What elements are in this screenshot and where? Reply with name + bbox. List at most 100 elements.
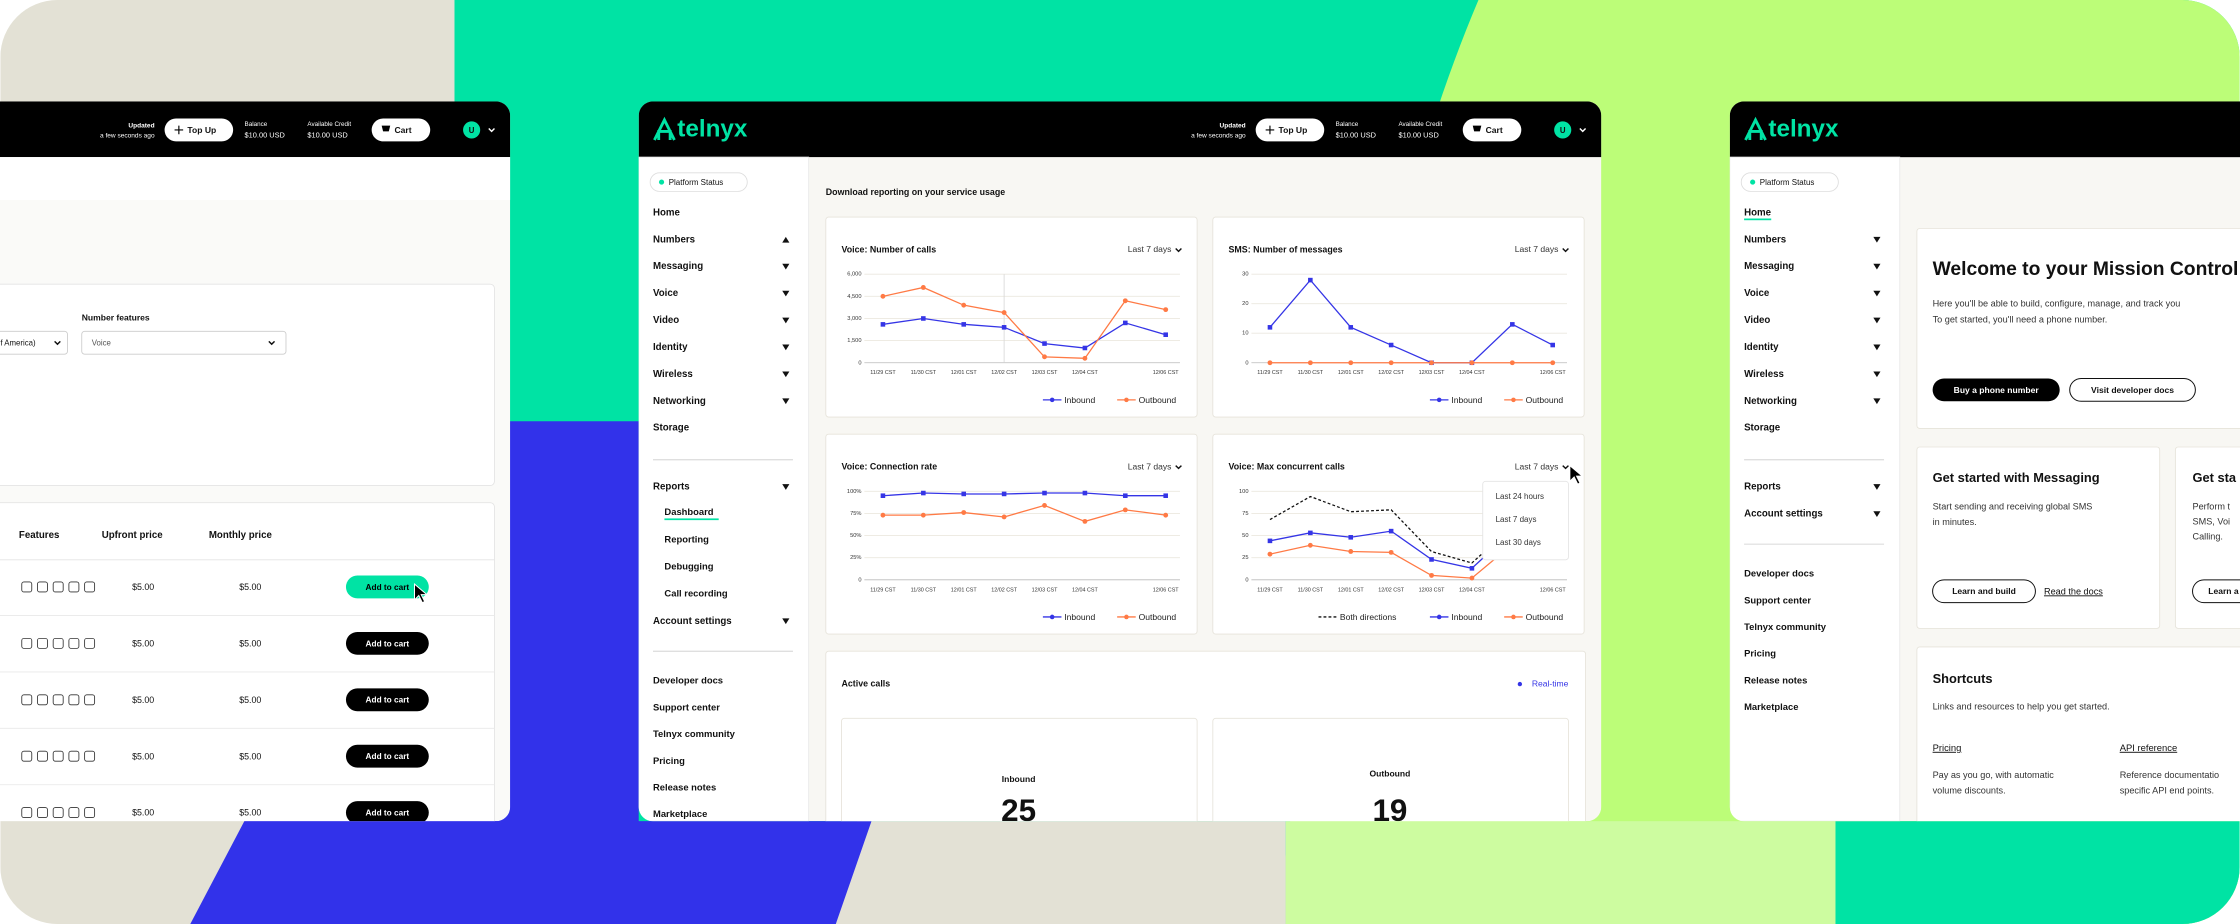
- menu-item[interactable]: Home: [653, 207, 681, 218]
- point-marker: [1348, 549, 1354, 554]
- range-option[interactable]: Last 24 hours: [1496, 492, 1544, 501]
- credit-label: Available Credit: [307, 121, 351, 128]
- link-item[interactable]: Release notes: [653, 782, 716, 793]
- cart-button[interactable]: [371, 118, 431, 142]
- point-marker: [1307, 360, 1313, 366]
- x-tick-label: 11/30 CST: [911, 587, 937, 593]
- point-marker: [1163, 493, 1168, 498]
- shortcut-link[interactable]: Pricing: [1933, 742, 1962, 753]
- submenu-item[interactable]: Dashboard: [664, 506, 713, 517]
- add-to-cart-button[interactable]: [345, 575, 429, 599]
- y-tick-label: 6,000: [847, 272, 861, 278]
- avatar[interactable]: [1554, 121, 1572, 139]
- add-to-cart-button[interactable]: [345, 631, 429, 655]
- menu-item[interactable]: Voice: [1744, 288, 1770, 299]
- results-card: [0, 502, 495, 822]
- link-item[interactable]: Telnyx community: [653, 728, 736, 739]
- feature-icon: [37, 637, 48, 649]
- status-pill[interactable]: [649, 172, 748, 192]
- link-item[interactable]: Telnyx community: [1744, 621, 1827, 632]
- menu-item[interactable]: Wireless: [653, 369, 693, 380]
- upfront-price: $5.00: [132, 638, 154, 648]
- menu-item[interactable]: Storage: [1744, 423, 1781, 434]
- menu-item[interactable]: Messaging: [1744, 261, 1794, 272]
- menu-item[interactable]: Account settings: [653, 616, 732, 627]
- link-item[interactable]: Developer docs: [653, 675, 723, 686]
- add-to-cart-button[interactable]: [345, 801, 429, 824]
- feature-icon: [52, 807, 64, 819]
- menu-item[interactable]: Storage: [653, 423, 690, 434]
- legend-label: Inbound: [1451, 395, 1482, 405]
- status-dot: [1750, 179, 1756, 185]
- menu-item[interactable]: Numbers: [1744, 234, 1786, 245]
- buy-number-button[interactable]: [1932, 378, 2060, 402]
- range-select[interactable]: Last 7 days: [1128, 244, 1172, 254]
- point-marker: [880, 293, 886, 299]
- range-dropdown: [1482, 480, 1569, 561]
- cart-button[interactable]: [1462, 118, 1522, 142]
- shortcut-link[interactable]: API reference: [2120, 742, 2178, 753]
- menu-item[interactable]: Home: [1744, 207, 1772, 218]
- menu-item[interactable]: Wireless: [1744, 369, 1784, 380]
- x-tick-label: 12/03 CST: [1419, 587, 1446, 593]
- link-item[interactable]: Marketplace: [653, 808, 707, 819]
- developer-docs-button[interactable]: [2069, 377, 2196, 402]
- link-item[interactable]: Pricing: [1744, 648, 1776, 659]
- link-item[interactable]: Support center: [653, 701, 720, 712]
- point-marker: [1469, 360, 1475, 366]
- link-item[interactable]: Developer docs: [1744, 568, 1814, 579]
- menu-item[interactable]: Voice: [653, 288, 679, 299]
- range-select[interactable]: Last 7 days: [1515, 461, 1559, 471]
- menu-item[interactable]: Reports: [653, 482, 690, 493]
- menu-item[interactable]: Numbers: [653, 234, 695, 245]
- next-learn-button[interactable]: [2192, 579, 2240, 604]
- feature-select[interactable]: [81, 330, 287, 355]
- submenu-item[interactable]: Reporting: [664, 533, 709, 544]
- menu-item[interactable]: Account settings: [1744, 509, 1823, 520]
- shortcut-text: specific API end points.: [2120, 786, 2214, 796]
- link-item[interactable]: Support center: [1744, 594, 1811, 605]
- menu-item[interactable]: Identity: [1744, 342, 1779, 353]
- link-item[interactable]: Pricing: [653, 755, 685, 766]
- menu-item[interactable]: Networking: [653, 396, 706, 407]
- menu-item[interactable]: Video: [653, 315, 679, 326]
- next-learn-label: Learn a: [2208, 586, 2239, 596]
- read-docs-link[interactable]: Read the docs: [2044, 586, 2103, 596]
- menu-item[interactable]: Reports: [1744, 482, 1781, 493]
- range-option[interactable]: Last 30 days: [1496, 538, 1541, 547]
- menu-item[interactable]: Messaging: [653, 261, 703, 272]
- menu-arrow: [782, 371, 790, 378]
- y-tick-label: 0: [858, 577, 861, 583]
- link-item[interactable]: Marketplace: [1744, 701, 1798, 712]
- top-up-button[interactable]: [164, 118, 234, 142]
- cart-icon: [381, 125, 391, 132]
- status-pill[interactable]: [1740, 172, 1839, 192]
- avatar[interactable]: [463, 121, 481, 139]
- submenu-item[interactable]: Call recording: [664, 588, 727, 599]
- menu-item[interactable]: Identity: [653, 342, 688, 353]
- logo: telnyx: [677, 115, 748, 142]
- chart-card: [825, 433, 1198, 635]
- country-select[interactable]: [0, 330, 68, 355]
- feature-icon: [52, 581, 64, 593]
- link-item[interactable]: Release notes: [1744, 674, 1807, 685]
- range-select[interactable]: Last 7 days: [1515, 244, 1559, 254]
- submenu-item[interactable]: Debugging: [664, 560, 713, 571]
- range-option[interactable]: Last 7 days: [1496, 515, 1537, 524]
- mouse-cursor: [414, 583, 429, 604]
- point-marker: [1123, 320, 1128, 326]
- add-to-cart-button[interactable]: [345, 744, 429, 768]
- learn-build-button[interactable]: [1932, 579, 2036, 604]
- feature-icon: [68, 807, 80, 819]
- x-tick-label: 12/06 CST: [1540, 370, 1567, 376]
- add-to-cart-button[interactable]: [345, 688, 429, 712]
- plus-icon: [1265, 125, 1275, 135]
- feature-icon: [84, 637, 96, 649]
- top-up-label: Top Up: [187, 125, 216, 135]
- range-select[interactable]: Last 7 days: [1128, 461, 1172, 471]
- x-tick-label: 12/03 CST: [1032, 587, 1059, 593]
- menu-item[interactable]: Networking: [1744, 396, 1797, 407]
- top-up-button[interactable]: [1255, 118, 1325, 142]
- menu-item[interactable]: Video: [1744, 315, 1770, 326]
